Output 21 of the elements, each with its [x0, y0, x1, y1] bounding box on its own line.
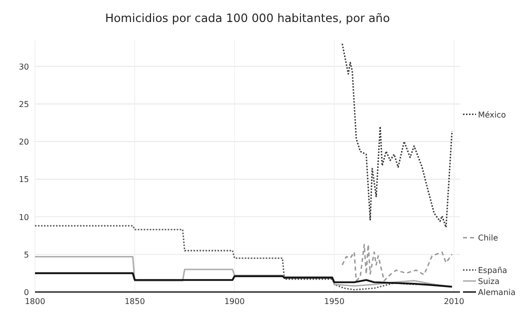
legend-label: Alemania: [478, 288, 516, 297]
y-tick-label: 25: [18, 100, 29, 109]
y-tick-label: 15: [18, 175, 29, 184]
legend-label: Chile: [478, 234, 498, 243]
line-series: [342, 244, 453, 282]
y-tick-label: 0: [24, 288, 29, 297]
x-tick-label: 1850: [124, 297, 145, 306]
x-tick-label: 1900: [224, 297, 245, 306]
x-tick-label: 1950: [324, 297, 344, 306]
legend-label: México: [478, 110, 506, 120]
legend-label: Suiza: [478, 277, 500, 286]
x-tick-label: 2010: [444, 297, 464, 306]
y-tick-label: 30: [18, 62, 29, 72]
x-tick-label: 1800: [24, 297, 46, 306]
legend-label: España: [478, 266, 508, 275]
y-tick-label: 20: [18, 138, 29, 147]
y-tick-label: 10: [18, 212, 29, 222]
chart-title: Homicidios por cada 100 000 habitantes, por año: [105, 11, 390, 25]
line-series: [342, 43, 453, 228]
y-tick-label: 5: [24, 250, 29, 260]
line-series: [35, 272, 453, 288]
